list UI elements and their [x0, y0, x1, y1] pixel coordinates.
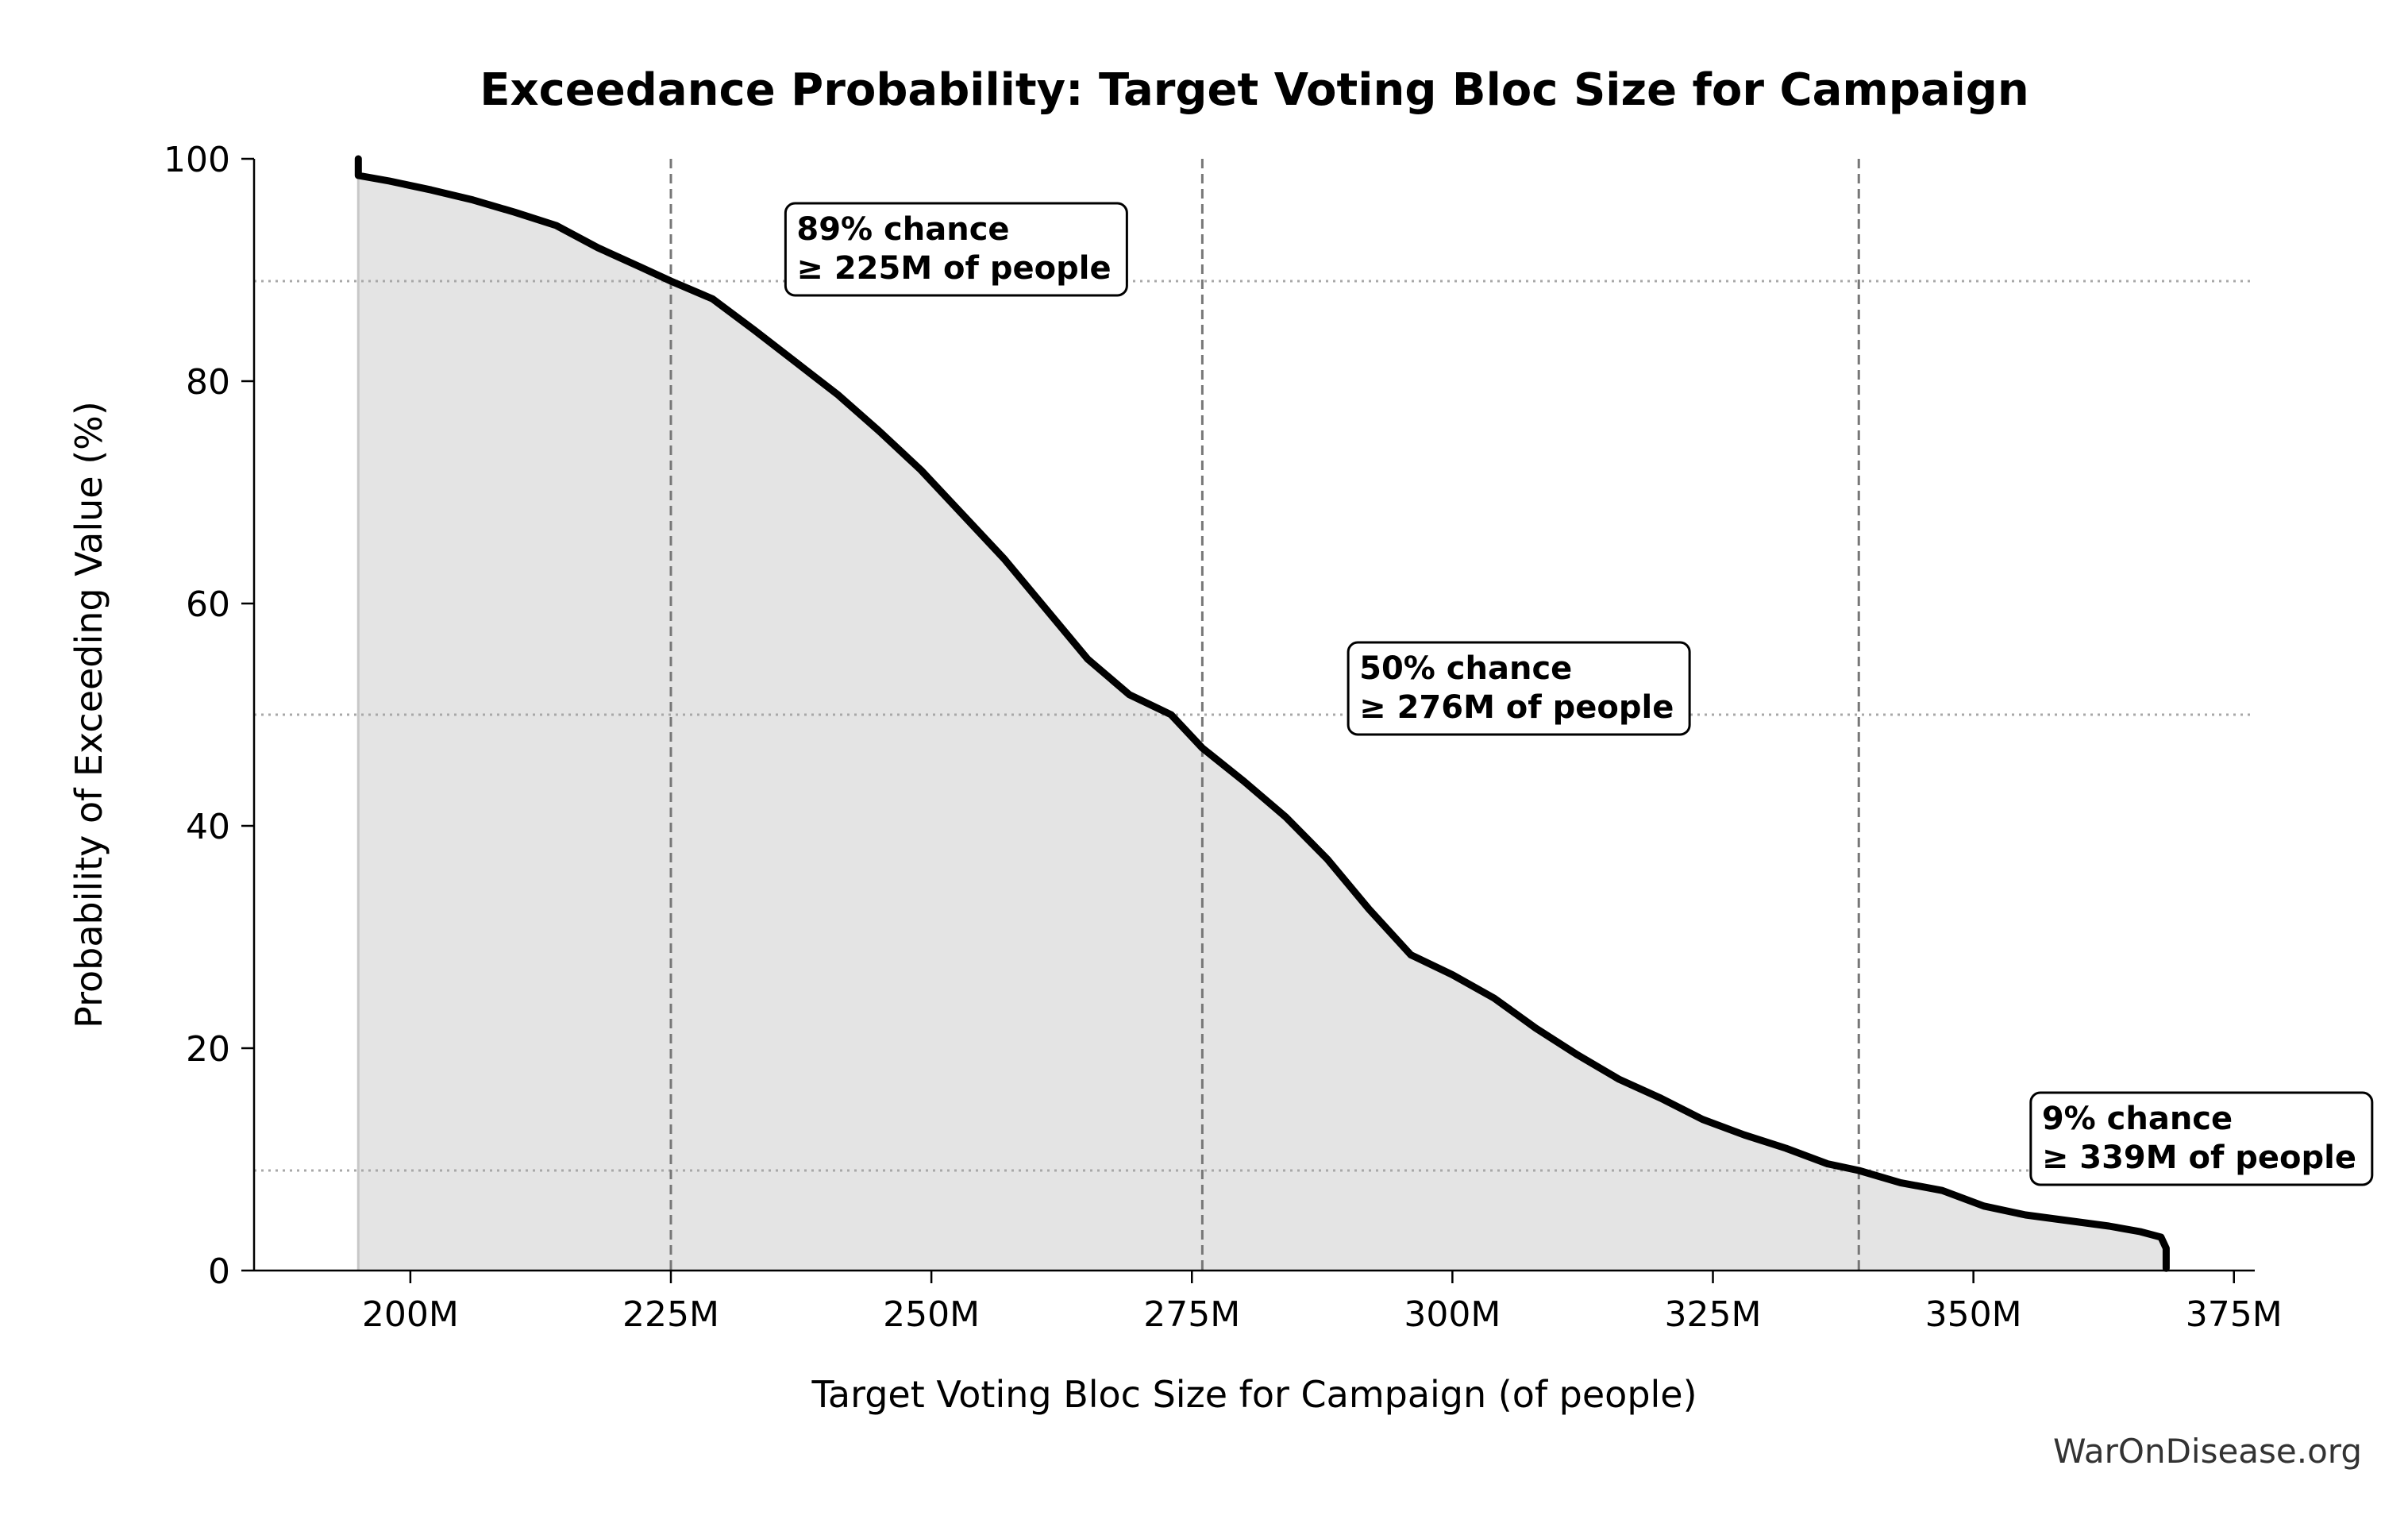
annotation-line1-1: 50% chance	[1359, 650, 1572, 687]
credit-text: WarOnDisease.org	[2053, 1432, 2362, 1471]
annotation-box-0	[784, 202, 1128, 297]
x-tick-label: 375M	[2186, 1294, 2283, 1335]
x-axis-label: Target Voting Bloc Size for Campaign (of…	[811, 1373, 1697, 1416]
annotation-box-1	[1347, 641, 1691, 736]
x-tick-label: 200M	[362, 1294, 459, 1335]
x-tick-label: 275M	[1143, 1294, 1240, 1335]
y-tick-label: 20	[186, 1029, 230, 1070]
annotation-line2-1: ≥ 276M of people	[1359, 689, 1674, 726]
y-tick-label: 60	[186, 584, 230, 625]
annotation-line2-2: ≥ 339M of people	[2042, 1140, 2356, 1176]
series-area-fill	[358, 159, 2167, 1271]
plot-area: 200M 225M 250M 275M 300M 325M 350M 375M 0 20 40 60 8…	[164, 140, 2374, 1335]
y-tick-label: 0	[208, 1251, 230, 1292]
y-tick-label: 80	[186, 362, 230, 403]
x-tick-label: 325M	[1665, 1294, 1762, 1335]
annotation-box-2	[2029, 1091, 2374, 1186]
y-tick-label: 40	[186, 807, 230, 847]
annotation-line1-2: 9% chance	[2042, 1101, 2233, 1137]
chart-title: Exceedance Probability: Target Voting Bl…	[480, 64, 2029, 116]
x-tick-label: 300M	[1404, 1294, 1501, 1335]
annotation-line1-0: 89% chance	[796, 211, 1009, 248]
series-line	[354, 155, 2170, 1272]
x-tick-label: 250M	[883, 1294, 980, 1335]
annotation-line2-0: ≥ 225M of people	[796, 250, 1111, 287]
y-axis-label: Probability of Exceeding Value (%)	[67, 401, 110, 1028]
x-tick-label: 225M	[622, 1294, 719, 1335]
y-tick-label: 100	[164, 140, 230, 180]
x-tick-label: 350M	[1925, 1294, 2022, 1335]
